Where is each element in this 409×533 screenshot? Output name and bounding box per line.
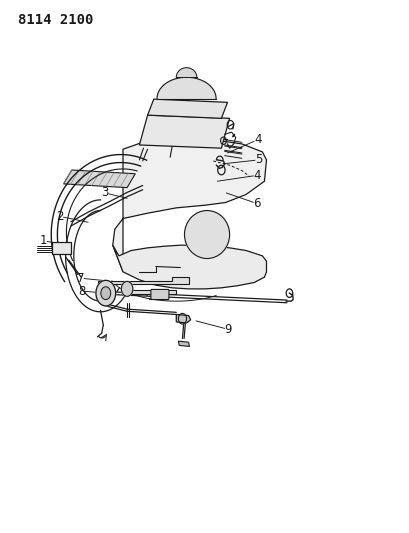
Polygon shape — [98, 277, 188, 284]
Text: 6: 6 — [226, 193, 260, 210]
Circle shape — [121, 281, 133, 296]
Polygon shape — [63, 170, 135, 188]
Text: 9: 9 — [196, 321, 231, 336]
Text: 8114 2100: 8114 2100 — [18, 13, 94, 27]
Polygon shape — [112, 139, 266, 272]
Text: 8: 8 — [78, 285, 106, 297]
FancyBboxPatch shape — [151, 289, 169, 300]
Polygon shape — [112, 245, 266, 289]
Text: 5: 5 — [224, 154, 262, 166]
Polygon shape — [157, 77, 216, 99]
FancyBboxPatch shape — [52, 242, 71, 254]
Ellipse shape — [184, 211, 229, 259]
Text: 4: 4 — [217, 169, 260, 182]
Text: 1: 1 — [40, 235, 63, 247]
Text: 3: 3 — [101, 187, 127, 199]
Text: 5: 5 — [127, 290, 155, 303]
Circle shape — [101, 287, 110, 300]
Polygon shape — [139, 115, 229, 148]
Polygon shape — [123, 290, 176, 294]
Polygon shape — [176, 68, 196, 77]
Text: 2: 2 — [56, 210, 88, 223]
Text: 4: 4 — [227, 133, 261, 153]
Polygon shape — [147, 99, 227, 118]
Text: 7: 7 — [76, 272, 102, 285]
Circle shape — [96, 280, 115, 306]
Polygon shape — [178, 341, 189, 346]
Polygon shape — [176, 314, 190, 323]
